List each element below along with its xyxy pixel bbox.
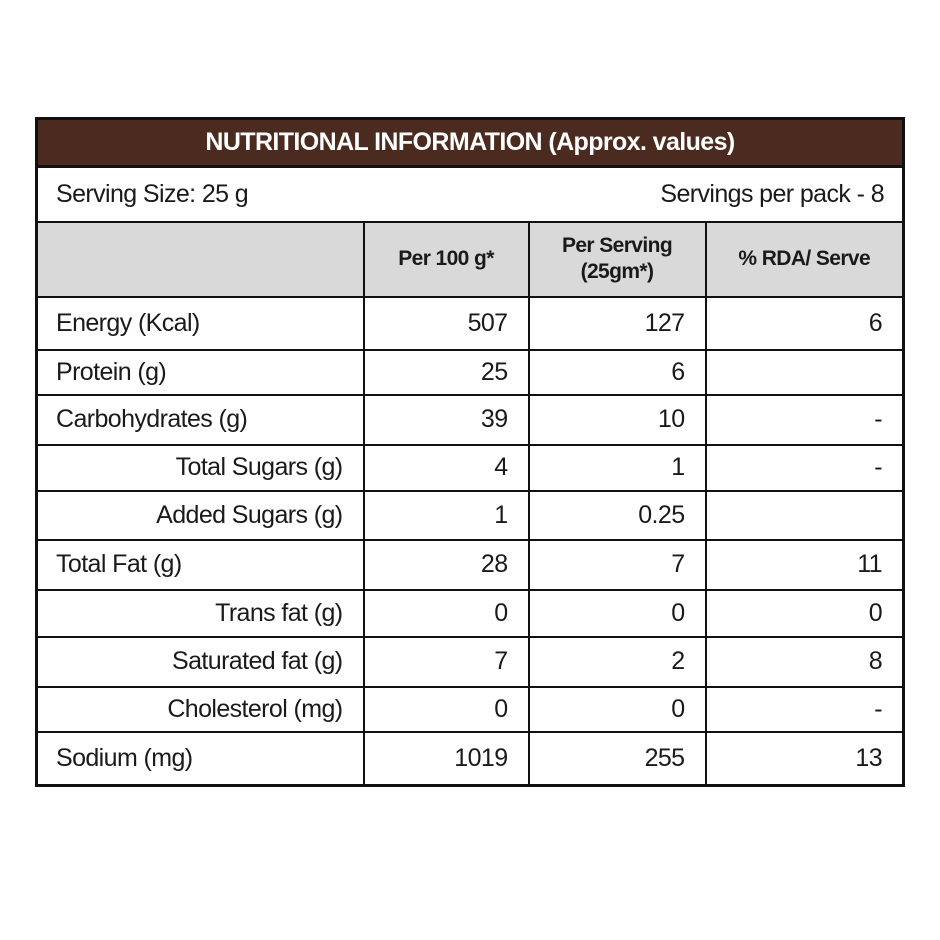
nutrient-label: Protein (g) [35,348,365,396]
nutrient-value: 13 [704,730,905,787]
nutrient-value: 6 [704,295,905,351]
nutrient-value: 0 [362,588,530,638]
serving-cell: Serving Size: 25 g Servings per pack - 8 [35,165,905,223]
nutrient-row: Carbohydrates (g) 39 10- [35,393,905,446]
nutrient-row: Saturated fat (g) 7 2 8 [35,635,905,688]
nutrient-label: Sodium (mg) [35,730,365,787]
nutrient-label: Total Fat (g) [35,538,365,591]
nutrient-value: - [704,393,905,446]
nutrient-value: 0.25 [527,489,707,541]
nutrient-row: Protein (g) 25 6 [35,348,905,396]
nutrient-value: 2 [527,635,707,688]
nutrient-label: Cholesterol (mg) [35,685,365,733]
nutrient-value: 255 [527,730,707,787]
nutrient-label: Carbohydrates (g) [35,393,365,446]
nutrient-value: 1 [362,489,530,541]
title: NUTRITIONAL INFORMATION (Approx. values) [35,117,905,168]
nutrient-label: Energy (Kcal) [35,295,365,351]
nutrient-value: 127 [527,295,707,351]
nutrient-value: 1019 [362,730,530,787]
nutrient-value: 0 [362,685,530,733]
nutrient-value: 6 [527,348,707,396]
nutrient-label: Added Sugars (g) [35,489,365,541]
nutrient-row: Added Sugars (g) 1 0.25 [35,489,905,541]
servings-per-pack: Servings per pack - 8 [660,179,884,208]
nutrient-row: Trans fat (g) 0 0 0 [35,588,905,638]
header-cell [35,220,365,298]
nutrient-value: 25 [362,348,530,396]
nutrient-row: Total Fat (g) 28 7 11 [35,538,905,591]
title-row: NUTRITIONAL INFORMATION (Approx. values) [35,117,905,168]
nutrient-value: 4 [362,443,530,492]
nutrient-value: 0 [527,685,707,733]
nutrient-value [704,348,905,396]
nutrient-value: 7 [527,538,707,591]
header-row: Per 100 g* Per Serving (25gm*) % RDA/ Se… [35,220,905,298]
header-cell: % RDA/ Serve [704,220,905,298]
nutrient-label: Trans fat (g) [35,588,365,638]
header-cell: Per Serving (25gm*) [527,220,707,298]
nutrient-row: Cholesterol (mg) 0 0- [35,685,905,733]
nutrition-table: NUTRITIONAL INFORMATION (Approx. values)… [35,117,905,787]
nutrient-value: 8 [704,635,905,688]
serving-row: Serving Size: 25 g Servings per pack - 8 [35,165,905,223]
nutrient-value: 507 [362,295,530,351]
nutrient-value: 39 [362,393,530,446]
nutrient-label: Total Sugars (g) [35,443,365,492]
nutrient-value: 1 [527,443,707,492]
nutrient-row: Sodium (mg) 1019 255 13 [35,730,905,787]
nutrient-value: 7 [362,635,530,688]
nutrient-value: 0 [704,588,905,638]
nutrient-value: - [704,685,905,733]
nutrient-value: 10 [527,393,707,446]
serving-size: Serving Size: 25 g [56,179,249,208]
nutrient-value: 0 [527,588,707,638]
header-cell: Per 100 g* [362,220,530,298]
nutrient-value: 28 [362,538,530,591]
nutrient-label: Saturated fat (g) [35,635,365,688]
nutrient-row: Total Sugars (g) 4 1- [35,443,905,492]
nutrient-value: 11 [704,538,905,591]
nutrient-value: - [704,443,905,492]
nutrient-value [704,489,905,541]
nutrient-row: Energy (Kcal) 507 127 6 [35,295,905,351]
